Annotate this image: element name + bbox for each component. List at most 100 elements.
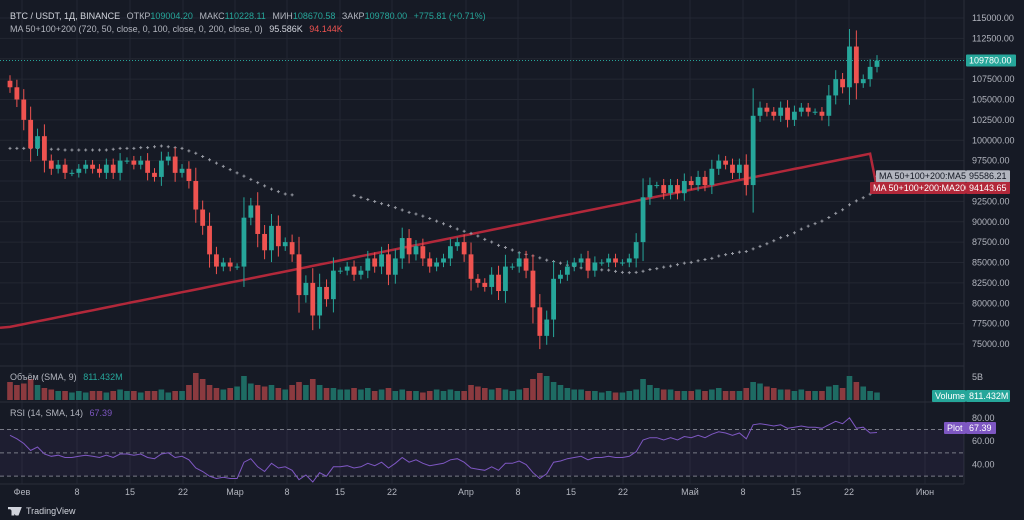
ma200-line bbox=[0, 152, 879, 329]
volume-bar bbox=[695, 389, 701, 400]
ma50-name-badge: MA 50+100+200:MA50 bbox=[879, 171, 971, 181]
volume-bar bbox=[399, 389, 406, 400]
ma50-dot bbox=[166, 145, 170, 149]
volume-bar bbox=[585, 391, 591, 400]
legend-ma[interactable]: MA 50+100+200 (720, 50, close, 0, 100, c… bbox=[10, 24, 347, 34]
time-axis[interactable]: Фев 8 15 22 Мар 8 15 22 Апр 8 15 22 Май 8 15 22 Июн bbox=[14, 487, 934, 497]
candle-body bbox=[262, 233, 267, 251]
candle-body bbox=[28, 119, 34, 149]
volume-bar bbox=[48, 389, 55, 400]
time-tick-label: 15 bbox=[125, 487, 135, 497]
price-tick-label: 75000.00 bbox=[972, 339, 1010, 349]
candle-body bbox=[826, 95, 832, 116]
high-value: 110228.11 bbox=[224, 11, 266, 21]
ma50-dot bbox=[159, 144, 163, 148]
ma50-dot bbox=[228, 168, 232, 172]
plot-name-badge: Plot bbox=[947, 423, 963, 433]
volume-bar bbox=[275, 388, 282, 400]
ma50-dot bbox=[806, 224, 810, 228]
volume-bar bbox=[654, 388, 660, 400]
candle-body bbox=[207, 225, 212, 255]
volume-bar bbox=[261, 386, 268, 400]
ma50-dot bbox=[283, 192, 287, 196]
ma50-dot bbox=[386, 203, 390, 207]
candle-body bbox=[427, 258, 433, 267]
ma50-dot bbox=[758, 244, 762, 248]
volume-bar bbox=[715, 388, 722, 400]
candle-body bbox=[241, 217, 247, 267]
candle-body bbox=[661, 185, 667, 194]
volume-bar bbox=[598, 392, 605, 400]
low-value: 108670.58 bbox=[292, 11, 336, 21]
candle-body bbox=[248, 205, 254, 218]
volume-bar bbox=[158, 389, 165, 400]
volume-bar bbox=[131, 391, 137, 400]
volume-bar bbox=[358, 389, 364, 400]
price-tick-label: 85000.00 bbox=[972, 258, 1010, 268]
candle-body bbox=[324, 286, 329, 300]
ma200-value-badge-bg bbox=[966, 181, 1010, 194]
candle-body bbox=[461, 242, 467, 255]
ma50-dot bbox=[214, 161, 218, 165]
ma50-dot bbox=[469, 231, 473, 235]
candle-body bbox=[186, 168, 192, 181]
ma50-legend-value: 95.586K bbox=[269, 24, 303, 34]
candle-body bbox=[289, 242, 295, 255]
ma50-dot bbox=[146, 146, 150, 150]
ma50-dot bbox=[689, 260, 693, 264]
candle-body bbox=[441, 258, 446, 263]
legend-main: BTC / USDT, 1Д, BINANCE ОТКР109004.20 МА… bbox=[10, 11, 490, 21]
candle-body bbox=[633, 242, 639, 259]
legend-volume[interactable]: Объём (SMA, 9) 811.432M bbox=[10, 372, 127, 382]
volume-bar bbox=[316, 385, 323, 400]
time-tick-label: 22 bbox=[618, 487, 628, 497]
candle-body bbox=[592, 262, 598, 271]
ma50-dot bbox=[359, 195, 363, 199]
candle-body bbox=[475, 278, 481, 283]
volume-bar bbox=[578, 389, 584, 400]
volume-bar bbox=[344, 389, 350, 400]
volume-bar bbox=[826, 386, 832, 400]
symbol-title[interactable]: BTC / USDT, 1Д, BINANCE bbox=[10, 11, 121, 21]
candle-body bbox=[83, 164, 89, 169]
volume-bar bbox=[20, 383, 27, 400]
ma200-legend-value: 94.144K bbox=[309, 24, 343, 34]
candle-body bbox=[743, 164, 749, 186]
ma50-dot bbox=[627, 271, 631, 275]
candle-body bbox=[275, 225, 281, 247]
candle-body bbox=[269, 225, 274, 251]
volume-bar bbox=[378, 389, 385, 400]
candle-body bbox=[55, 164, 61, 169]
candle-body bbox=[152, 172, 157, 177]
ma50-dot bbox=[710, 256, 714, 260]
volume-bar bbox=[365, 388, 371, 400]
ma50-dot bbox=[49, 147, 53, 151]
volume-bar bbox=[550, 382, 557, 400]
time-tick-label: 22 bbox=[844, 487, 854, 497]
ma50-dot bbox=[91, 148, 95, 152]
candle-body bbox=[564, 266, 570, 275]
candle-body bbox=[695, 176, 701, 186]
candle-body bbox=[647, 185, 653, 198]
candle-body bbox=[723, 160, 729, 165]
tradingview-logo-icon bbox=[8, 506, 22, 516]
ma-title: MA 50+100+200 (720, 50, close, 0, 100, c… bbox=[10, 24, 263, 34]
volume-bar bbox=[206, 385, 213, 400]
candle-body bbox=[620, 262, 625, 264]
price-tick-label: 105000.00 bbox=[972, 95, 1015, 105]
ma50-dot bbox=[772, 239, 776, 243]
volume-bar bbox=[76, 391, 82, 400]
candle-body bbox=[447, 246, 453, 259]
ma50-dot bbox=[490, 240, 494, 244]
ma50-dot bbox=[125, 146, 129, 150]
ma50-dot bbox=[620, 270, 624, 274]
legend-rsi[interactable]: RSI (14, SMA, 14) 67.39 bbox=[10, 408, 116, 418]
tradingview-footer[interactable]: TradingView bbox=[8, 506, 76, 516]
plot-value-badge: 67.39 bbox=[969, 423, 992, 433]
candle-body bbox=[172, 156, 178, 173]
candle-body bbox=[654, 185, 660, 187]
rsi-tick-label: 80.00 bbox=[972, 413, 995, 423]
ma50-dot bbox=[139, 146, 143, 150]
volume-bar bbox=[454, 391, 461, 400]
